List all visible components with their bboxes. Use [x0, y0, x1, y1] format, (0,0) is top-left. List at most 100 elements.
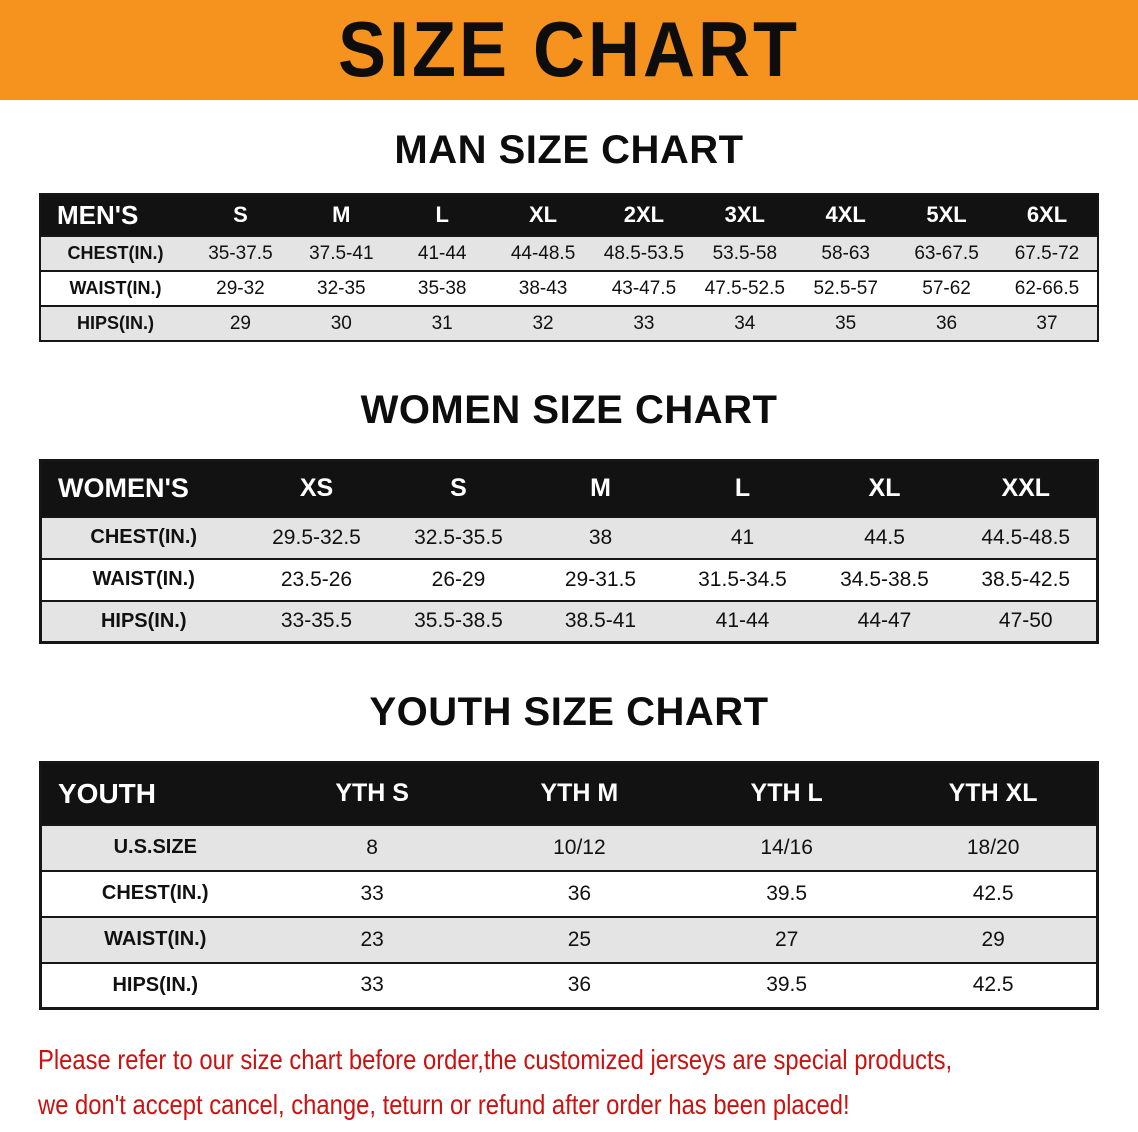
youth-waist-row: WAIST(IN.) 23 25 27 29: [40, 916, 1098, 963]
row-label: CHEST(IN.): [67, 243, 164, 263]
size-column-header: 6XL: [1026, 202, 1068, 227]
row-label: WAIST(IN.): [92, 568, 195, 590]
size-value: 26-29: [431, 567, 486, 591]
size-value: 52.5-57: [813, 277, 878, 299]
men-waist-row: WAIST(IN.) 29-32 32-35 35-38 38-43 43-47…: [40, 271, 1098, 306]
size-value: 34.5-38.5: [840, 567, 929, 591]
size-value: 32: [532, 312, 554, 334]
size-column-header: M: [590, 474, 611, 503]
size-column-header: 2XL: [623, 202, 665, 227]
size-column-header: XS: [299, 474, 334, 503]
page-title: SIZE CHART: [338, 6, 800, 94]
size-value: 36: [567, 881, 592, 905]
size-value: 10/12: [553, 835, 606, 859]
size-column-header: XXL: [1001, 474, 1051, 503]
size-value: 39.5: [766, 881, 808, 905]
row-label: U.S.SIZE: [113, 836, 197, 858]
size-value: 53.5-58: [712, 242, 778, 264]
size-column-header: YTH L: [750, 779, 823, 808]
youth-ussize-row: U.S.SIZE 8 10/12 14/16 18/20: [40, 824, 1098, 871]
women-chest-row: CHEST(IN.) 29.5-32.5 32.5-35.5 38 41 44.…: [40, 516, 1098, 559]
size-value: 44-48.5: [510, 242, 576, 264]
size-value: 58-63: [821, 242, 870, 264]
size-value: 67.5-72: [1014, 242, 1080, 264]
size-value: 36: [935, 312, 958, 334]
size-value: 44-47: [857, 609, 912, 633]
size-value: 31: [431, 312, 453, 334]
disclaimer: Please refer to our size chart before or…: [38, 1038, 1100, 1128]
size-column-header: YTH XL: [948, 779, 1038, 808]
size-value: 35.5-38.5: [414, 609, 503, 633]
size-value: 42.5: [972, 973, 1014, 997]
size-value: 36: [567, 973, 592, 997]
size-value: 18/20: [966, 835, 1020, 859]
size-column-header: 4XL: [825, 202, 866, 227]
size-column-header: XL: [868, 474, 901, 503]
size-column-header: M: [332, 202, 351, 227]
men-table-title: MEN'S: [57, 199, 139, 230]
size-value: 63-67.5: [914, 242, 979, 264]
size-value: 57-62: [922, 277, 971, 299]
size-value: 38-43: [518, 277, 568, 299]
women-waist-row: WAIST(IN.) 23.5-26 26-29 29-31.5 31.5-34…: [40, 558, 1098, 601]
size-value: 31.5-34.5: [698, 567, 787, 591]
size-column-header: S: [450, 474, 467, 503]
size-value: 35-38: [417, 277, 467, 299]
size-value: 27: [774, 927, 799, 951]
size-value: 43-47.5: [611, 277, 677, 299]
disclaimer-line-1: Please refer to our size chart before or…: [38, 1044, 953, 1075]
size-value: 33: [360, 881, 384, 905]
size-value: 25: [567, 927, 592, 951]
size-value: 29-32: [216, 277, 265, 299]
men-hips-row: HIPS(IN.) 29 30 31 32 33 34 35 36 37: [40, 306, 1098, 341]
size-value: 62-66.5: [1014, 277, 1080, 299]
row-label: CHEST(IN.): [90, 526, 198, 548]
men-chest-row: CHEST(IN.) 35-37.5 37.5-41 41-44 44-48.5…: [40, 236, 1098, 271]
size-value: 33-35.5: [280, 609, 353, 633]
men-table-header-row: MEN'S S M L XL 2XL 3XL 4XL 5XL 6XL: [40, 194, 1098, 236]
size-column-header: XL: [529, 202, 558, 227]
size-value: 35-37.5: [208, 242, 273, 264]
youth-hips-row: HIPS(IN.) 33 36 39.5 42.5: [40, 962, 1098, 1009]
women-table-header-row: WOMEN'S XS S M L XL XXL: [40, 460, 1098, 517]
size-value: 23.5-26: [280, 567, 353, 591]
size-value: 38.5-42.5: [981, 567, 1071, 591]
size-value: 29: [229, 312, 251, 334]
disclaimer-line-2: we don't accept cancel, change, teturn o…: [38, 1088, 850, 1120]
row-label: CHEST(IN.): [101, 882, 209, 904]
men-size-table: MEN'S S M L XL 2XL 3XL 4XL 5XL 6XL CHEST…: [39, 193, 1099, 342]
size-value: 37.5-41: [309, 242, 374, 264]
size-value: 38: [588, 525, 613, 549]
size-value: 37: [1036, 312, 1058, 334]
size-value: 14/16: [760, 835, 813, 859]
size-value: 33: [360, 973, 384, 997]
size-column-header: S: [233, 202, 248, 227]
size-value: 32.5-35.5: [414, 525, 503, 549]
size-value: 48.5-53.5: [603, 242, 685, 264]
row-label: HIPS(IN.): [112, 973, 199, 996]
size-value: 29: [981, 927, 1005, 951]
women-section-heading: WOMEN SIZE CHART: [360, 388, 778, 432]
size-column-header: YTH M: [540, 779, 619, 808]
size-column-header: 5XL: [926, 202, 967, 227]
size-value: 44.5: [864, 525, 905, 549]
youth-chest-row: CHEST(IN.) 33 36 39.5 42.5: [40, 870, 1098, 917]
youth-size-table: YOUTH YTH S YTH M YTH L YTH XL U.S.SIZE …: [39, 761, 1099, 1010]
row-label: HIPS(IN.): [76, 313, 154, 333]
women-size-table: WOMEN'S XS S M L XL XXL CHEST(IN.) 29.5-…: [39, 459, 1099, 644]
size-column-header: L: [734, 474, 751, 503]
size-value: 38.5-41: [564, 609, 637, 633]
size-value: 29.5-32.5: [272, 525, 361, 549]
men-section-heading: MAN SIZE CHART: [394, 128, 744, 172]
row-label: WAIST(IN.): [69, 278, 162, 298]
banner: SIZE CHART: [0, 0, 1138, 100]
size-value: 47.5-52.5: [704, 277, 785, 299]
row-label: HIPS(IN.): [100, 609, 187, 632]
youth-section-heading: YOUTH SIZE CHART: [369, 690, 769, 734]
size-value: 33: [633, 312, 655, 334]
youth-table-title: YOUTH: [58, 777, 156, 809]
size-column-header: 3XL: [724, 202, 765, 227]
size-column-header: YTH S: [335, 779, 409, 808]
youth-table-header-row: YOUTH YTH S YTH M YTH L YTH XL: [40, 762, 1098, 825]
size-value: 8: [366, 835, 378, 859]
